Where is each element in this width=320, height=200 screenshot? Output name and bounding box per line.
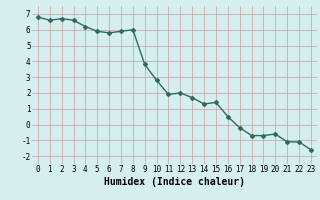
X-axis label: Humidex (Indice chaleur): Humidex (Indice chaleur) (104, 177, 245, 187)
